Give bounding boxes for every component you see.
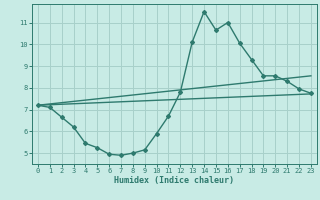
X-axis label: Humidex (Indice chaleur): Humidex (Indice chaleur): [115, 176, 234, 185]
